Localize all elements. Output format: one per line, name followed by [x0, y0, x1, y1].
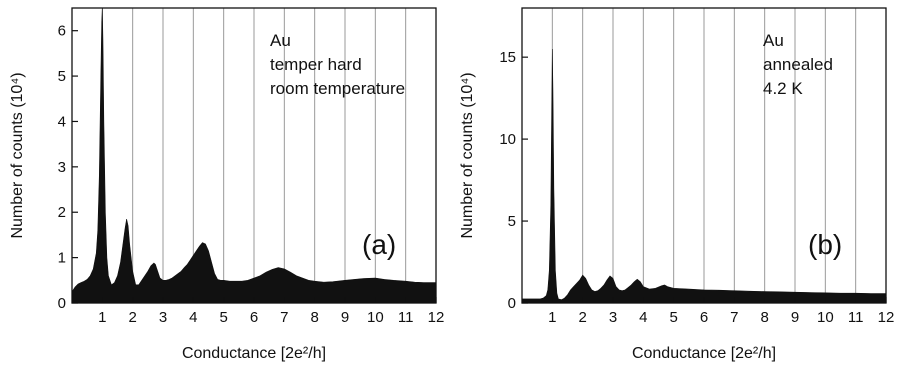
y-tick-label: 3 — [58, 159, 66, 176]
annotation-line: temper hard — [270, 55, 362, 74]
annotation-line: annealed — [763, 55, 833, 74]
y-tick-label: 0 — [508, 295, 516, 312]
x-tick-label: 4 — [189, 309, 197, 326]
y-axis-title: Number of counts (10⁴) — [459, 72, 476, 238]
x-tick-label: 2 — [578, 309, 586, 326]
x-tick-label: 4 — [639, 309, 647, 326]
y-tick-label: 1 — [58, 250, 66, 267]
x-tick-label: 7 — [280, 309, 288, 326]
x-tick-label: 1 — [98, 309, 106, 326]
x-tick-label: 9 — [791, 309, 799, 326]
y-tick-label: 4 — [58, 113, 66, 130]
y-tick-label: 5 — [58, 68, 66, 85]
y-tick-label: 10 — [499, 131, 516, 148]
y-tick-label: 5 — [508, 213, 516, 230]
x-tick-label: 1 — [548, 309, 556, 326]
x-tick-label: 5 — [669, 309, 677, 326]
panel-label: (b) — [808, 229, 842, 260]
y-axis-title: Number of counts (10⁴) — [9, 72, 26, 238]
x-tick-label: 11 — [398, 309, 414, 326]
x-tick-label: 12 — [878, 309, 895, 326]
x-tick-label: 3 — [159, 309, 167, 326]
panel-label: (a) — [362, 229, 396, 260]
x-tick-label: 5 — [219, 309, 227, 326]
y-tick-label: 2 — [58, 204, 66, 221]
x-axis-title: Conductance [2e²/h] — [182, 345, 326, 362]
annotation-line: Au — [763, 31, 784, 50]
annotation-line: room temperature — [270, 79, 405, 98]
x-tick-label: 6 — [700, 309, 708, 326]
x-tick-label: 12 — [428, 309, 445, 326]
x-tick-label: 2 — [128, 309, 136, 326]
x-axis-title: Conductance [2e²/h] — [632, 345, 776, 362]
x-tick-label: 3 — [609, 309, 617, 326]
annotation-line: 4.2 K — [763, 79, 803, 98]
x-tick-label: 8 — [310, 309, 318, 326]
x-tick-label: 10 — [367, 309, 384, 326]
histogram-area — [71, 7, 437, 304]
annotation-line: Au — [270, 31, 291, 50]
y-tick-label: 0 — [58, 295, 66, 312]
y-tick-label: 15 — [499, 49, 516, 66]
y-tick-label: 6 — [58, 23, 66, 40]
x-tick-label: 11 — [848, 309, 864, 326]
x-tick-label: 7 — [730, 309, 738, 326]
x-tick-label: 8 — [760, 309, 768, 326]
x-tick-label: 10 — [817, 309, 834, 326]
x-tick-label: 6 — [250, 309, 258, 326]
histogram-area — [521, 48, 887, 304]
x-tick-label: 9 — [341, 309, 349, 326]
